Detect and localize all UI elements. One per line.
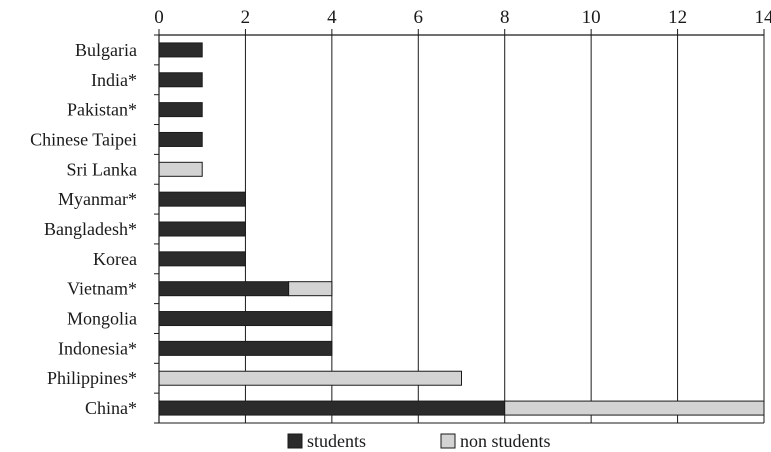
bar-students [158,281,290,297]
bar-students [158,42,203,58]
category-label: Bulgaria [75,40,137,60]
category-label: Sri Lanka [67,159,137,179]
category-label: Pakistan* [67,100,137,120]
category-label: Philippines* [47,368,137,388]
bar-students [158,131,203,147]
x-tick-label: 10 [582,7,601,28]
x-axis: 0 2 4 6 8 10 12 14 [154,7,771,424]
bar-students [158,221,246,237]
bar-students [158,311,333,327]
x-tick-label: 2 [241,7,251,28]
category-label: China* [85,398,137,418]
x-tick-label: 12 [668,7,687,28]
bar-students [158,102,203,118]
bars [158,42,765,416]
x-tick-label: 6 [414,7,424,28]
bar-non-students [158,370,462,386]
category-labels: Bulgaria India* Pakistan* Chinese Taipei Sri… [30,40,137,418]
x-tick-label: 14 [755,7,771,28]
category-label: Bangladesh* [44,219,137,239]
category-label: Korea [93,249,137,269]
category-label: Myanmar* [58,189,137,209]
bar-non-students [158,161,203,177]
legend-swatch [440,433,456,449]
x-tick-label: 8 [500,7,510,28]
category-label: Indonesia* [58,338,137,358]
bar-non-students [504,400,765,416]
bar-students [158,400,506,416]
bar-students [158,191,246,207]
legend-label: students [307,431,366,451]
legend-swatch [287,433,303,449]
category-label: India* [91,70,137,90]
bar-non-students [288,281,333,297]
x-tick-label: 4 [327,7,337,28]
bar-students [158,251,246,267]
legend-label: non students [460,431,551,451]
bar-students [158,340,333,356]
gridlines [244,35,765,423]
legend: students non students [287,431,551,451]
category-label: Mongolia [67,309,137,329]
bar-students [158,72,203,88]
x-tick-label: 0 [154,7,164,28]
category-label: Chinese Taipei [30,129,137,149]
legend-item: non students [440,431,551,451]
legend-item: students [287,431,366,451]
category-label: Vietnam* [67,279,137,299]
